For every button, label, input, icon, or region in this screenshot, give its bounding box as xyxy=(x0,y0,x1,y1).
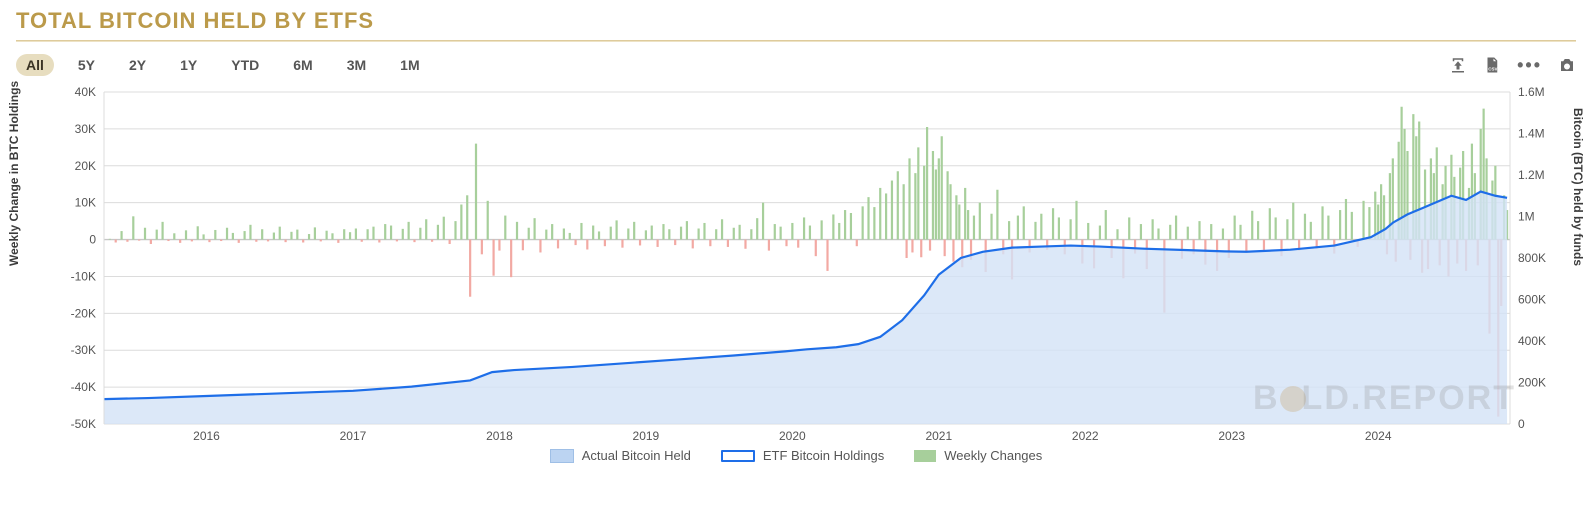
more-icon[interactable]: ••• xyxy=(1517,56,1542,74)
legend-item-area: Actual Bitcoin Held xyxy=(550,448,691,463)
svg-text:0: 0 xyxy=(1518,417,1525,431)
range-1m[interactable]: 1M xyxy=(390,54,429,76)
svg-text:2022: 2022 xyxy=(1072,429,1099,443)
legend-label-line: ETF Bitcoin Holdings xyxy=(763,448,884,463)
chart-container: Weekly Change in BTC Holdings -50K-40K-3… xyxy=(16,86,1576,446)
svg-text:200K: 200K xyxy=(1518,376,1546,390)
range-1y[interactable]: 1Y xyxy=(170,54,207,76)
range-6m[interactable]: 6M xyxy=(283,54,322,76)
legend-item-bars: Weekly Changes xyxy=(914,448,1042,463)
svg-text:1M: 1M xyxy=(1518,210,1535,224)
legend-swatch-area xyxy=(550,449,574,463)
legend-swatch-line xyxy=(721,450,755,462)
chart-svg[interactable]: -50K -40K -30K -20K -10K 0 10K 20K 30K 40K 0 200K 40… xyxy=(16,86,1576,446)
range-3m[interactable]: 3M xyxy=(337,54,376,76)
svg-text:CSV: CSV xyxy=(1488,66,1497,71)
range-selector: All 5Y 2Y 1Y YTD 6M 3M 1M xyxy=(16,54,430,76)
camera-icon[interactable] xyxy=(1558,56,1576,74)
svg-text:400K: 400K xyxy=(1518,334,1546,348)
legend-label-bars: Weekly Changes xyxy=(944,448,1042,463)
svg-text:1.4M: 1.4M xyxy=(1518,127,1545,141)
svg-text:-20K: -20K xyxy=(71,306,96,320)
svg-text:600K: 600K xyxy=(1518,293,1546,307)
svg-text:-50K: -50K xyxy=(71,417,96,431)
csv-icon[interactable]: CSV xyxy=(1483,56,1501,74)
range-all[interactable]: All xyxy=(16,54,54,76)
svg-text:-30K: -30K xyxy=(71,343,96,357)
toolbar: All 5Y 2Y 1Y YTD 6M 3M 1M CSV ••• xyxy=(16,54,1576,76)
range-2y[interactable]: 2Y xyxy=(119,54,156,76)
svg-text:10K: 10K xyxy=(75,196,96,210)
svg-text:30K: 30K xyxy=(75,122,96,136)
svg-text:2024: 2024 xyxy=(1365,429,1392,443)
y-axis-right-label: Bitcoin (BTC) held by funds xyxy=(1571,108,1585,266)
svg-text:2020: 2020 xyxy=(779,429,806,443)
svg-text:0: 0 xyxy=(89,233,96,247)
range-5y[interactable]: 5Y xyxy=(68,54,105,76)
legend-label-area: Actual Bitcoin Held xyxy=(582,448,691,463)
svg-text:40K: 40K xyxy=(75,86,96,99)
svg-text:-10K: -10K xyxy=(71,269,96,283)
chart-tools: CSV ••• xyxy=(1449,56,1576,74)
legend-swatch-bar xyxy=(914,450,936,462)
legend-item-line: ETF Bitcoin Holdings xyxy=(721,448,884,463)
svg-text:2021: 2021 xyxy=(925,429,952,443)
page-title: TOTAL BITCOIN HELD BY ETFS xyxy=(16,8,1576,34)
svg-text:2023: 2023 xyxy=(1218,429,1245,443)
svg-text:1.2M: 1.2M xyxy=(1518,168,1545,182)
svg-text:2017: 2017 xyxy=(340,429,367,443)
svg-text:800K: 800K xyxy=(1518,251,1546,265)
title-underline xyxy=(16,40,1576,42)
download-icon[interactable] xyxy=(1449,56,1467,74)
svg-text:2018: 2018 xyxy=(486,429,513,443)
svg-text:1.6M: 1.6M xyxy=(1518,86,1545,99)
svg-text:20K: 20K xyxy=(75,159,96,173)
legend: Actual Bitcoin Held ETF Bitcoin Holdings… xyxy=(16,448,1576,463)
range-ytd[interactable]: YTD xyxy=(221,54,269,76)
svg-text:-40K: -40K xyxy=(71,380,96,394)
svg-text:2016: 2016 xyxy=(193,429,220,443)
svg-text:2019: 2019 xyxy=(633,429,660,443)
